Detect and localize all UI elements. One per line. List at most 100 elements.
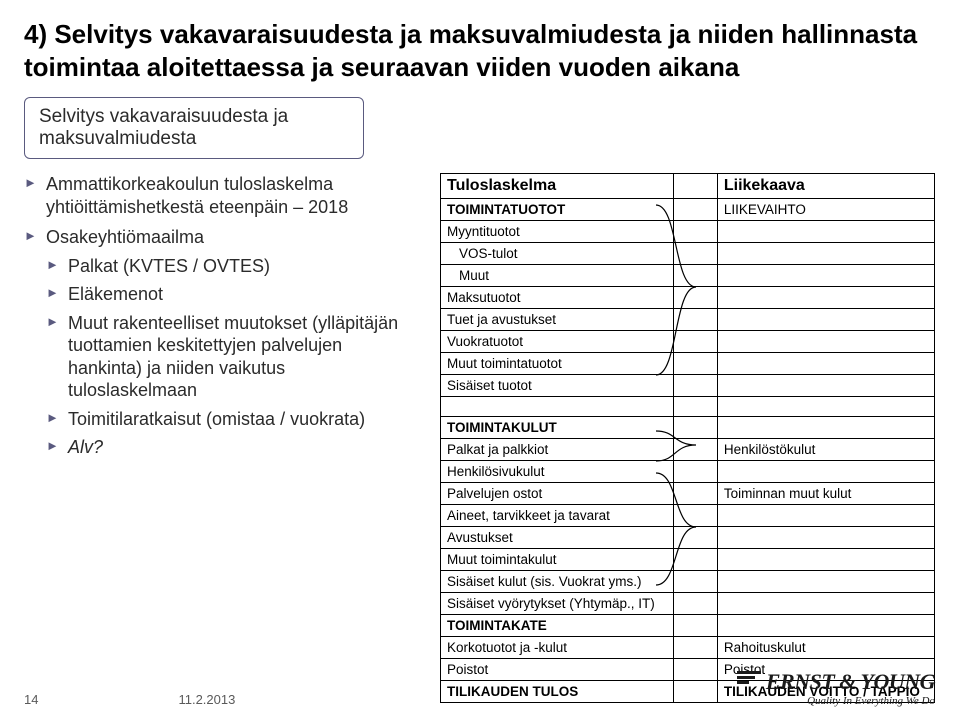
cell-right: Toiminnan muut kulut xyxy=(717,483,934,505)
cell-left: Muut xyxy=(441,265,674,287)
cell-right xyxy=(717,265,934,287)
cell-left: Henkilösivukulut xyxy=(441,461,674,483)
ey-logo: ERNST & YOUNG Quality In Everything We D… xyxy=(735,669,935,707)
cell-right xyxy=(717,375,934,397)
cell-left: Palvelujen ostot xyxy=(441,483,674,505)
table-head-gap xyxy=(674,174,717,199)
table-row: Vuokratuotot xyxy=(441,331,935,353)
cell-left: Korkotuotot ja -kulut xyxy=(441,637,674,659)
table-head-left: Tuloslaskelma xyxy=(441,174,674,199)
table-row: Muut toimintakulut xyxy=(441,549,935,571)
table-row: Sisäiset tuotot xyxy=(441,375,935,397)
cell-gap xyxy=(674,309,717,331)
bullet-subitem: Alv? xyxy=(46,436,414,459)
table-row: TOIMINTAKATE xyxy=(441,615,935,637)
cell-left: Muut toimintakulut xyxy=(441,549,674,571)
table-row: Henkilösivukulut xyxy=(441,461,935,483)
cell-right xyxy=(717,221,934,243)
brand-text: ERNST & YOUNG xyxy=(766,669,935,694)
cell-left: Sisäiset vyörytykset (Yhtymäp., IT) xyxy=(441,593,674,615)
cell-right xyxy=(717,353,934,375)
cell-gap xyxy=(674,505,717,527)
cell-gap xyxy=(674,265,717,287)
cell-left: Tuet ja avustukset xyxy=(441,309,674,331)
cell-gap xyxy=(674,287,717,309)
table-row: Aineet, tarvikkeet ja tavarat xyxy=(441,505,935,527)
cell-left: Maksutuotot xyxy=(441,287,674,309)
table-row: Korkotuotot ja -kulut Rahoituskulut xyxy=(441,637,935,659)
bullet-item: OsakeyhtiömaailmaPalkat (KVTES / OVTES)E… xyxy=(24,226,414,459)
cell-right xyxy=(717,549,934,571)
logo-bars-icon xyxy=(737,671,761,687)
cell-gap xyxy=(674,353,717,375)
cell-left: Palkat ja palkkiot xyxy=(441,439,674,461)
tuloslaskelma-table: Tuloslaskelma Liikekaava TOIMINTATUOTOTL… xyxy=(440,173,935,703)
table-row: Palkat ja palkkiot Henkilöstökulut xyxy=(441,439,935,461)
cell-left xyxy=(441,397,674,417)
cell-right xyxy=(717,243,934,265)
table-row xyxy=(441,397,935,417)
cell-right xyxy=(717,287,934,309)
table-row: Myyntituotot xyxy=(441,221,935,243)
cell-left: Aineet, tarvikkeet ja tavarat xyxy=(441,505,674,527)
table-row: Sisäiset vyörytykset (Yhtymäp., IT) xyxy=(441,593,935,615)
cell-left: TOIMINTAKULUT xyxy=(441,417,674,439)
cell-gap xyxy=(674,593,717,615)
subtitle-box: Selvitys vakavaraisuudesta ja maksuvalmi… xyxy=(24,97,364,159)
cell-left: Vuokratuotot xyxy=(441,331,674,353)
bullet-subitem: Toimitilaratkaisut (omistaa / vuokrata) xyxy=(46,408,414,431)
table-row: TOIMINTAKULUT xyxy=(441,417,935,439)
table-row: TOIMINTATUOTOTLIIKEVAIHTO xyxy=(441,199,935,221)
cell-right xyxy=(717,571,934,593)
cell-left: Avustukset xyxy=(441,527,674,549)
footer: 14 11.2.2013 ERNST & YOUNG Quality In Ev… xyxy=(24,669,935,707)
cell-gap xyxy=(674,331,717,353)
cell-gap xyxy=(674,439,717,461)
cell-left: VOS-tulot xyxy=(441,243,674,265)
slide-title: 4) Selvitys vakavaraisuudesta ja maksuva… xyxy=(24,18,935,83)
cell-right: Henkilöstökulut xyxy=(717,439,934,461)
table-row: Muut toimintatuotot xyxy=(441,353,935,375)
table-row: Avustukset xyxy=(441,527,935,549)
cell-right: Rahoituskulut xyxy=(717,637,934,659)
cell-right xyxy=(717,593,934,615)
cell-right xyxy=(717,417,934,439)
table-row: VOS-tulot xyxy=(441,243,935,265)
cell-right xyxy=(717,505,934,527)
cell-gap xyxy=(674,243,717,265)
table-row: Palvelujen ostot Toiminnan muut kulut xyxy=(441,483,935,505)
cell-gap xyxy=(674,549,717,571)
bullet-subitem: Eläkemenot xyxy=(46,283,414,306)
cell-left: Sisäiset tuotot xyxy=(441,375,674,397)
footer-date: 11.2.2013 xyxy=(178,692,235,707)
cell-gap xyxy=(674,397,717,417)
table-row: Tuet ja avustukset xyxy=(441,309,935,331)
cell-right xyxy=(717,331,934,353)
page-number: 14 xyxy=(24,692,38,707)
cell-gap xyxy=(674,375,717,397)
cell-gap xyxy=(674,527,717,549)
cell-gap xyxy=(674,637,717,659)
cell-right xyxy=(717,397,934,417)
cell-left: TOIMINTAKATE xyxy=(441,615,674,637)
bullet-item: Ammattikorkeakoulun tuloslaskelma yhtiöi… xyxy=(24,173,414,218)
cell-right xyxy=(717,527,934,549)
cell-right xyxy=(717,309,934,331)
cell-gap xyxy=(674,221,717,243)
cell-left: TOIMINTATUOTOT xyxy=(441,199,674,221)
cell-gap xyxy=(674,615,717,637)
bullet-list: Ammattikorkeakoulun tuloslaskelma yhtiöi… xyxy=(24,173,414,467)
cell-right xyxy=(717,461,934,483)
cell-gap xyxy=(674,571,717,593)
bullet-subitem: Palkat (KVTES / OVTES) xyxy=(46,255,414,278)
cell-gap xyxy=(674,417,717,439)
table-row: Maksutuotot xyxy=(441,287,935,309)
table-row: Muut xyxy=(441,265,935,287)
cell-gap xyxy=(674,199,717,221)
cell-left: Myyntituotot xyxy=(441,221,674,243)
cell-gap xyxy=(674,461,717,483)
table-row: Sisäiset kulut (sis. Vuokrat yms.) xyxy=(441,571,935,593)
brand-tagline: Quality In Everything We Do xyxy=(735,695,935,707)
cell-gap xyxy=(674,483,717,505)
bullet-subitem: Muut rakenteelliset muutokset (ylläpitäj… xyxy=(46,312,414,402)
